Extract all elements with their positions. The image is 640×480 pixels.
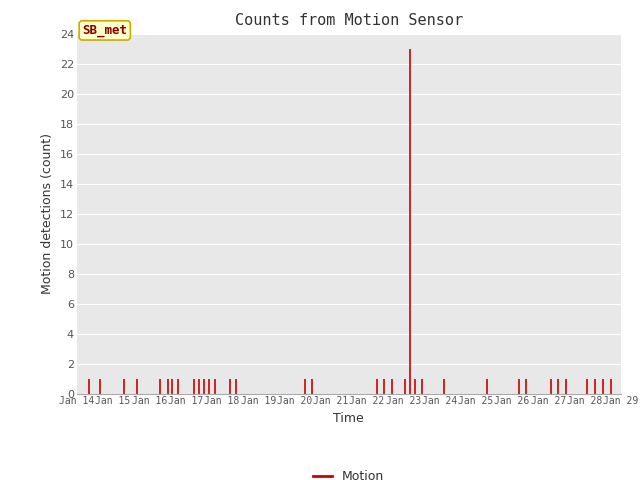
Text: SB_met: SB_met <box>82 24 127 37</box>
X-axis label: Time: Time <box>333 412 364 425</box>
Y-axis label: Motion detections (count): Motion detections (count) <box>41 133 54 294</box>
Title: Counts from Motion Sensor: Counts from Motion Sensor <box>235 13 463 28</box>
Legend: Motion: Motion <box>308 465 389 480</box>
